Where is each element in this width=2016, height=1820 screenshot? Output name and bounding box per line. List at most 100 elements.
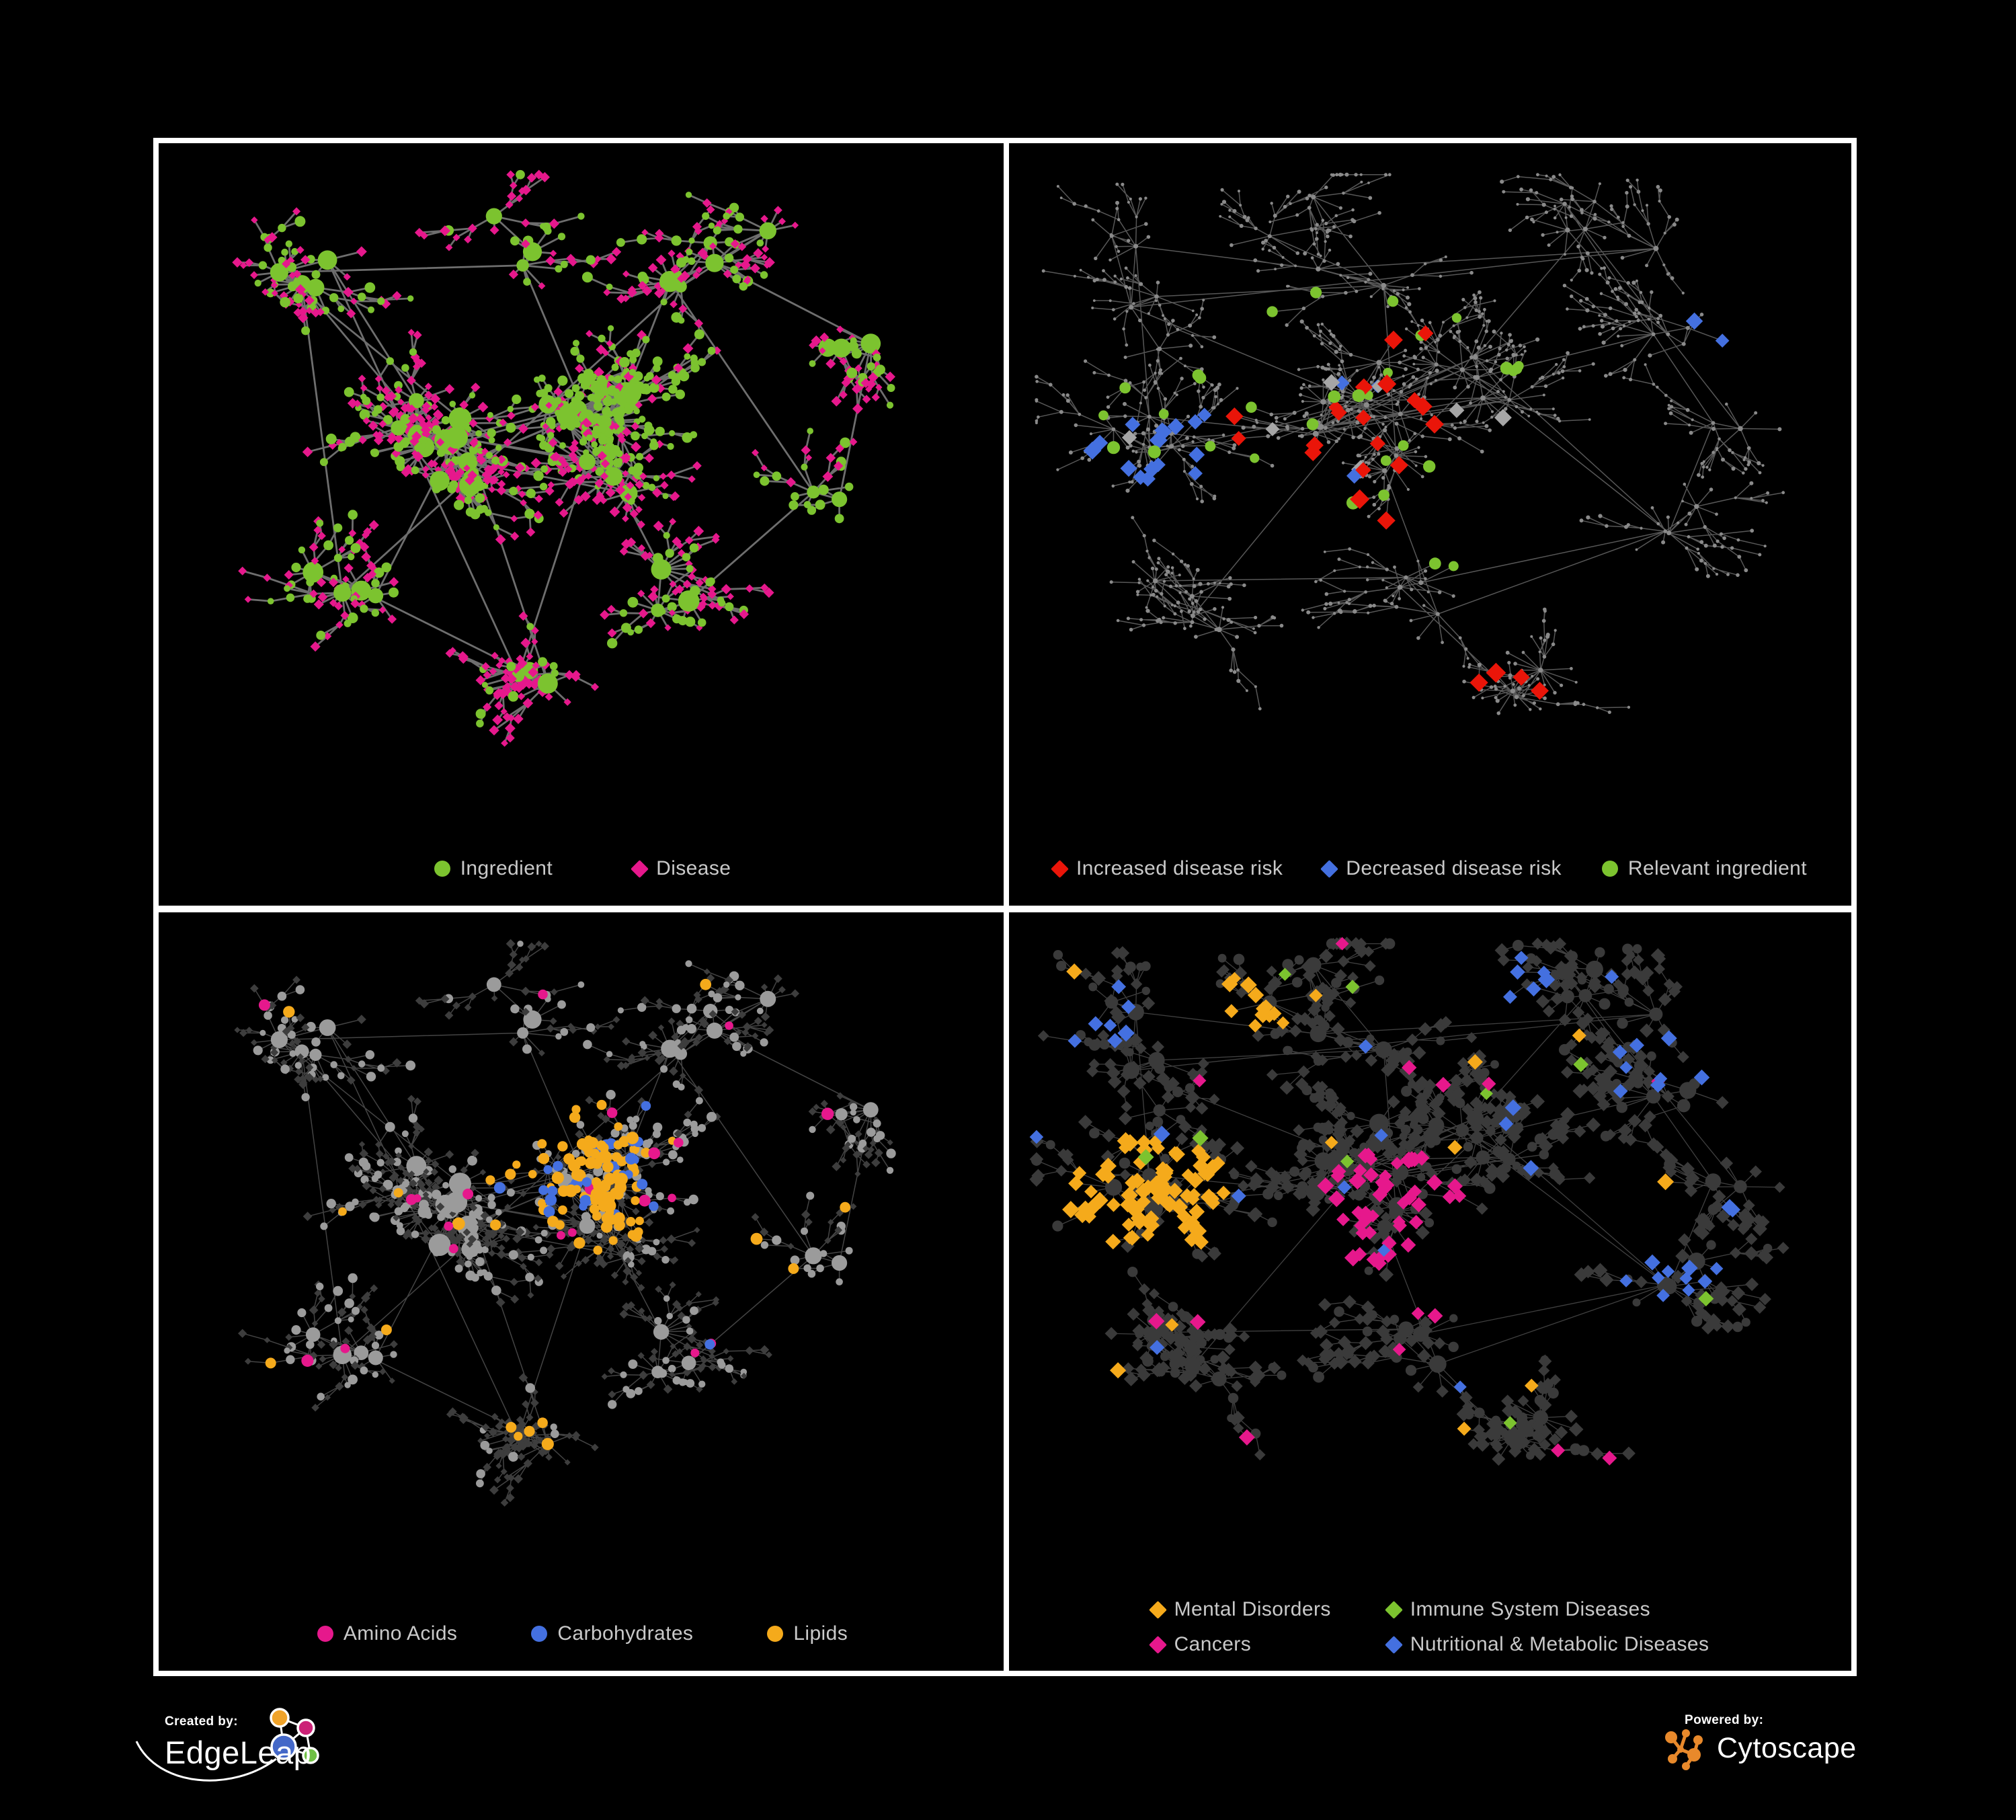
node-circle: [432, 1189, 442, 1199]
node-circle: [409, 393, 424, 409]
node-diamond: [466, 1240, 473, 1248]
node-diamond: [1111, 1009, 1126, 1025]
node-circle: [1543, 683, 1546, 686]
node-diamond: [597, 1112, 605, 1119]
node-diamond: [1619, 1061, 1633, 1074]
node-diamond: [1583, 1172, 1596, 1184]
node-diamond: [760, 583, 769, 592]
node-circle: [1703, 561, 1707, 565]
node-circle: [1308, 1362, 1318, 1373]
node-circle: [448, 407, 472, 430]
node-diamond: [392, 290, 402, 301]
node-circle: [1603, 313, 1607, 317]
node-diamond: [316, 578, 327, 588]
node-circle: [643, 425, 655, 436]
node-diamond: [395, 1152, 402, 1159]
node-diamond: [519, 956, 526, 963]
node-circle: [714, 226, 721, 233]
node-diamond: [393, 1214, 400, 1222]
node-diamond: [1107, 1033, 1123, 1049]
node-circle: [547, 1185, 558, 1197]
node-circle: [735, 994, 741, 1000]
node-diamond: [1502, 1403, 1517, 1418]
node-diamond: [616, 1061, 626, 1070]
node-circle: [671, 235, 682, 246]
legend-swatch-diamond: [1148, 1635, 1167, 1654]
node-circle: [653, 1122, 663, 1132]
node-circle: [1198, 316, 1201, 319]
node-diamond: [723, 269, 732, 278]
node-circle: [1283, 417, 1287, 421]
node-diamond: [497, 468, 505, 476]
node-circle: [809, 360, 816, 367]
node-circle: [411, 466, 419, 475]
node-circle: [686, 248, 693, 255]
node-circle: [1368, 475, 1372, 479]
node-circle: [1650, 290, 1654, 294]
node-diamond: [655, 1002, 663, 1011]
node-diamond: [366, 1323, 376, 1333]
node-diamond: [1678, 1233, 1691, 1247]
node-circle: [1653, 245, 1659, 251]
node-circle: [545, 1193, 557, 1206]
node-circle: [1500, 180, 1504, 184]
node-diamond: [559, 508, 569, 518]
node-diamond: [510, 1294, 520, 1304]
node-diamond: [354, 539, 365, 549]
node-diamond: [663, 1384, 673, 1394]
node-circle: [360, 1366, 368, 1375]
node-diamond: [496, 1249, 506, 1259]
node-diamond: [1334, 969, 1347, 982]
node-circle: [1607, 221, 1611, 224]
node-diamond: [1139, 471, 1156, 487]
node-diamond: [708, 1363, 717, 1372]
node-circle: [1656, 321, 1660, 324]
node-circle: [258, 999, 270, 1011]
node-circle: [1266, 306, 1278, 317]
node-diamond: [502, 668, 510, 676]
node-circle: [1162, 580, 1166, 583]
node-circle: [284, 585, 290, 592]
node-circle: [1508, 366, 1519, 377]
node-circle: [316, 519, 324, 527]
node-circle: [1617, 286, 1622, 290]
node-circle: [1128, 381, 1132, 385]
node-diamond: [1759, 1251, 1774, 1265]
node-circle: [1492, 329, 1496, 334]
node-circle: [1591, 305, 1595, 309]
node-diamond: [504, 1443, 511, 1450]
node-diamond: [1216, 1185, 1231, 1200]
node-circle: [1639, 290, 1643, 294]
node-circle: [1261, 247, 1264, 251]
node-circle: [1637, 311, 1641, 315]
node-diamond: [294, 1075, 303, 1084]
node-circle: [1254, 615, 1258, 620]
node-diamond: [1231, 1188, 1246, 1203]
node-circle: [1108, 258, 1112, 262]
node-diamond: [301, 1023, 310, 1032]
node-diamond: [1302, 1138, 1317, 1153]
node-diamond: [1493, 1164, 1508, 1179]
node-circle: [344, 436, 356, 447]
node-diamond: [571, 439, 579, 447]
legend-label: Disease: [656, 857, 731, 879]
node-diamond: [407, 1095, 415, 1103]
node-diamond: [1566, 1054, 1578, 1066]
node-diamond: [1587, 1064, 1599, 1076]
node-diamond: [1514, 951, 1529, 965]
node-circle: [1183, 627, 1186, 631]
node-circle: [653, 475, 660, 481]
node-diamond: [1324, 1136, 1338, 1150]
node-diamond: [553, 387, 563, 397]
node-diamond: [605, 487, 616, 498]
node-diamond: [518, 611, 528, 621]
node-circle: [1340, 173, 1344, 176]
node-circle: [678, 616, 688, 626]
node-diamond: [1297, 1155, 1309, 1166]
node-circle: [807, 428, 813, 434]
node-diamond: [1558, 1115, 1570, 1127]
panel-disease-risk: Increased disease risk Decreased disease …: [1004, 138, 1857, 911]
node-circle: [1294, 955, 1304, 965]
node-diamond: [669, 1066, 678, 1076]
node-circle: [1264, 239, 1268, 243]
